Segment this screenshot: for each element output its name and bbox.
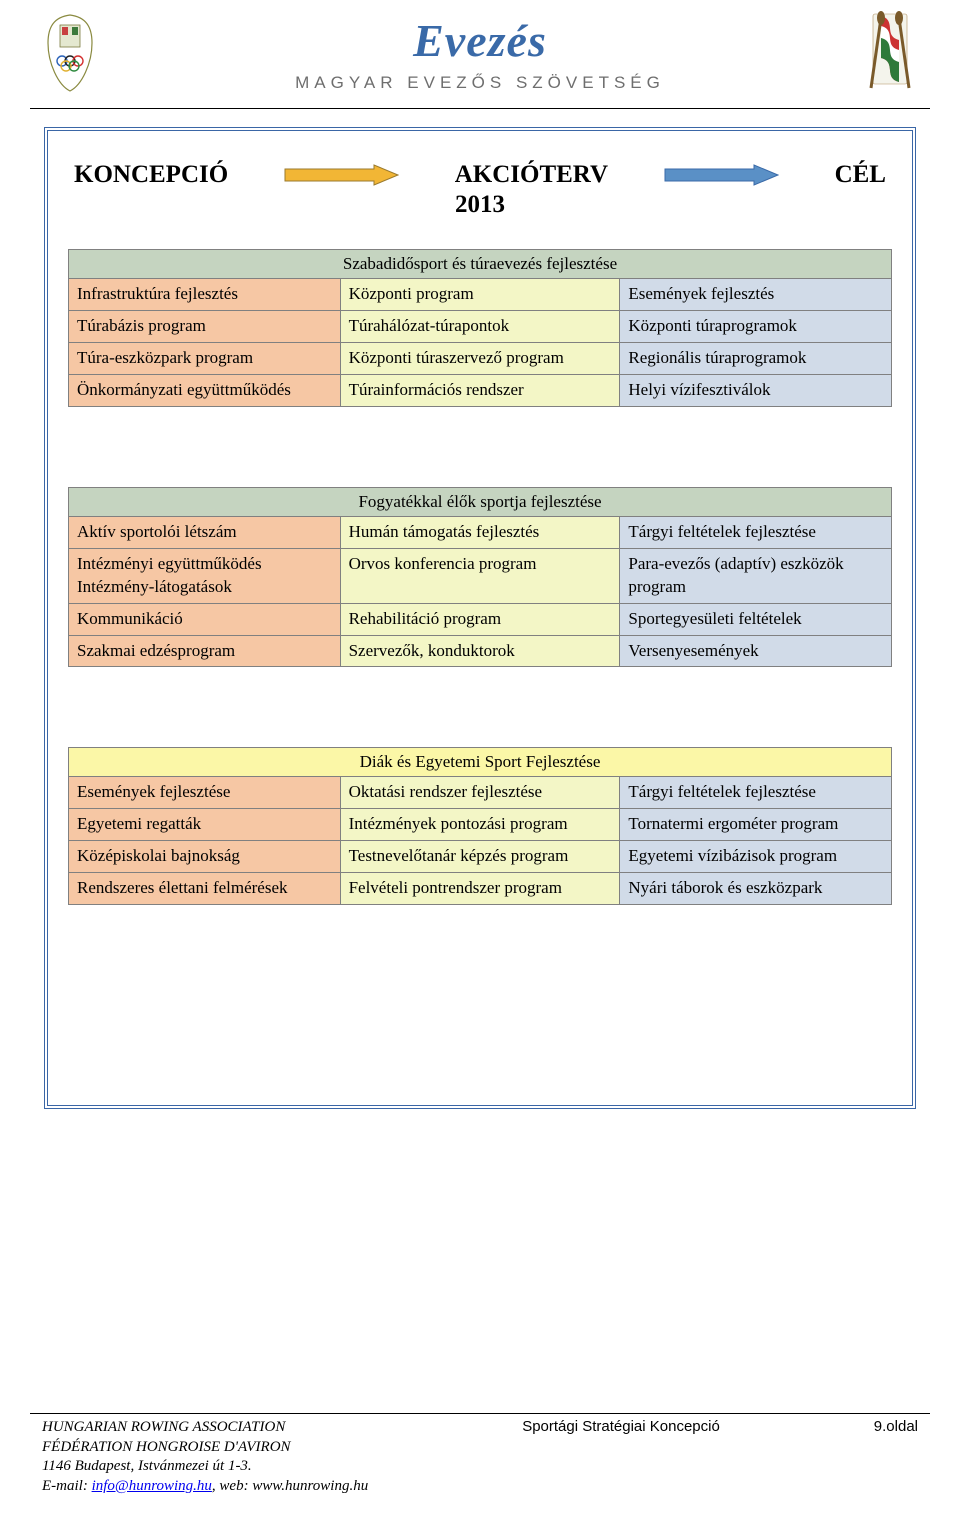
olympic-crest-icon bbox=[40, 13, 100, 93]
table-cell: Tárgyi feltételek fejlesztése bbox=[620, 777, 892, 809]
table-cell: Szakmai edzésprogram bbox=[69, 635, 341, 667]
table-row: Egyetemi regattákIntézmények pontozási p… bbox=[69, 809, 892, 841]
footer-email-link[interactable]: info@hunrowing.hu bbox=[92, 1478, 212, 1494]
table-row: Rendszeres élettani felmérésekFelvételi … bbox=[69, 873, 892, 905]
table-cell: Rendszeres élettani felmérések bbox=[69, 873, 341, 905]
table-cell: Orvos konferencia program bbox=[340, 548, 620, 603]
arrow-right-icon bbox=[664, 164, 779, 186]
table-row: Szakmai edzésprogramSzervezők, konduktor… bbox=[69, 635, 892, 667]
footer-org-en: HUNGARIAN ROWING ASSOCIATION bbox=[42, 1418, 368, 1438]
footer-org-fr: FÉDÉRATION HONGROISE D'AVIRON bbox=[42, 1438, 368, 1458]
flag-oars-icon bbox=[861, 8, 919, 98]
table-cell: Tornatermi ergométer program bbox=[620, 809, 892, 841]
table3-header: Diák és Egyetemi Sport Fejlesztése bbox=[69, 748, 892, 777]
page-footer: HUNGARIAN ROWING ASSOCIATION FÉDÉRATION … bbox=[0, 1418, 960, 1514]
table-cell: Felvételi pontrendszer program bbox=[340, 873, 620, 905]
table-row: Önkormányzati együttműködésTúrainformáci… bbox=[69, 374, 892, 406]
brand-wordmark: Evezés bbox=[110, 14, 850, 67]
table-szabadido: Szabadidősport és túraevezés fejlesztése… bbox=[68, 249, 892, 407]
table1-header: Szabadidősport és túraevezés fejlesztése bbox=[69, 250, 892, 279]
table-cell: Túra-eszközpark program bbox=[69, 342, 341, 374]
footer-web-prefix: , web: bbox=[212, 1478, 252, 1494]
table-cell: Humán támogatás fejlesztés bbox=[340, 516, 620, 548]
table-cell: Események fejlesztés bbox=[620, 279, 892, 311]
table-cell: Önkormányzati együttműködés bbox=[69, 374, 341, 406]
table-row: Túra-eszközpark programKözponti túraszer… bbox=[69, 342, 892, 374]
footer-divider bbox=[30, 1413, 930, 1414]
table-row: Intézményi együttműködésIntézmény-látoga… bbox=[69, 548, 892, 603]
footer-email-prefix: E-mail: bbox=[42, 1478, 92, 1494]
table-cell: Tárgyi feltételek fejlesztése bbox=[620, 516, 892, 548]
title-year: 2013 bbox=[68, 191, 892, 219]
content-frame: KONCEPCIÓ AKCIÓTERV CÉL 2013 Szabadidősp… bbox=[44, 127, 916, 1109]
table-cell: Túrabázis program bbox=[69, 310, 341, 342]
table-cell: Regionális túraprogramok bbox=[620, 342, 892, 374]
title-cel: CÉL bbox=[835, 161, 886, 189]
table-row: Aktív sportolói létszámHumán támogatás f… bbox=[69, 516, 892, 548]
table-cell: Para-evezős (adaptív) eszközök program bbox=[620, 548, 892, 603]
header-brand: Evezés MAGYAR EVEZŐS SZÖVETSÉG bbox=[110, 14, 850, 93]
title-akcioterv: AKCIÓTERV bbox=[455, 161, 608, 189]
page: Evezés MAGYAR EVEZŐS SZÖVETSÉG KONCEPCIÓ bbox=[0, 0, 960, 1514]
header-left-logo bbox=[30, 13, 110, 93]
table-fogyatek: Fogyatékkal élők sportja fejlesztése Akt… bbox=[68, 487, 892, 668]
arrow-right-icon bbox=[284, 164, 399, 186]
title-koncepcio: KONCEPCIÓ bbox=[74, 161, 228, 189]
table-cell: Sportegyesületi feltételek bbox=[620, 603, 892, 635]
footer-web: www.hunrowing.hu bbox=[252, 1478, 368, 1494]
table-row: Túrabázis programTúrahálózat-túrapontokK… bbox=[69, 310, 892, 342]
table-cell: Események fejlesztése bbox=[69, 777, 341, 809]
table-cell: Aktív sportolói létszám bbox=[69, 516, 341, 548]
table-cell: Túrainformációs rendszer bbox=[340, 374, 620, 406]
header-right-logo bbox=[850, 8, 930, 98]
table-cell: Középiskolai bajnokság bbox=[69, 841, 341, 873]
table-row: Események fejlesztéseOktatási rendszer f… bbox=[69, 777, 892, 809]
header-divider bbox=[30, 108, 930, 109]
footer-address: 1146 Budapest, Istvánmezei út 1-3. bbox=[42, 1457, 368, 1477]
table-cell: Kommunikáció bbox=[69, 603, 341, 635]
footer-doc-title: Sportági Stratégiai Koncepció bbox=[368, 1418, 874, 1496]
page-header: Evezés MAGYAR EVEZŐS SZÖVETSÉG bbox=[0, 0, 960, 108]
table-diak: Diák és Egyetemi Sport Fejlesztése Esemé… bbox=[68, 747, 892, 905]
table-row: Infrastruktúra fejlesztésKözponti progra… bbox=[69, 279, 892, 311]
table-cell: Egyetemi regatták bbox=[69, 809, 341, 841]
table-cell: Központi program bbox=[340, 279, 620, 311]
table-cell: Versenyesemények bbox=[620, 635, 892, 667]
table-cell: Központi túraszervező program bbox=[340, 342, 620, 374]
footer-contact-line: E-mail: info@hunrowing.hu, web: www.hunr… bbox=[42, 1477, 368, 1497]
table-cell: Egyetemi vízibázisok program bbox=[620, 841, 892, 873]
table-cell: Nyári táborok és eszközpark bbox=[620, 873, 892, 905]
table-cell: Rehabilitáció program bbox=[340, 603, 620, 635]
table-cell: Intézmények pontozási program bbox=[340, 809, 620, 841]
footer-page-number: 9.oldal bbox=[874, 1418, 918, 1496]
table-cell: Túrahálózat-túrapontok bbox=[340, 310, 620, 342]
footer-org-info: HUNGARIAN ROWING ASSOCIATION FÉDÉRATION … bbox=[42, 1418, 368, 1496]
table-cell: Oktatási rendszer fejlesztése bbox=[340, 777, 620, 809]
title-row: KONCEPCIÓ AKCIÓTERV CÉL bbox=[68, 161, 892, 193]
brand-subtitle: MAGYAR EVEZŐS SZÖVETSÉG bbox=[110, 73, 850, 93]
table-row: KommunikációRehabilitáció programSporteg… bbox=[69, 603, 892, 635]
table-cell: Helyi vízifesztiválok bbox=[620, 374, 892, 406]
table-cell: Infrastruktúra fejlesztés bbox=[69, 279, 341, 311]
table-cell: Testnevelőtanár képzés program bbox=[340, 841, 620, 873]
table-cell: Intézményi együttműködésIntézmény-látoga… bbox=[69, 548, 341, 603]
table-cell: Szervezők, konduktorok bbox=[340, 635, 620, 667]
table-row: Középiskolai bajnokságTestnevelőtanár ké… bbox=[69, 841, 892, 873]
table2-header: Fogyatékkal élők sportja fejlesztése bbox=[69, 487, 892, 516]
table-cell: Központi túraprogramok bbox=[620, 310, 892, 342]
